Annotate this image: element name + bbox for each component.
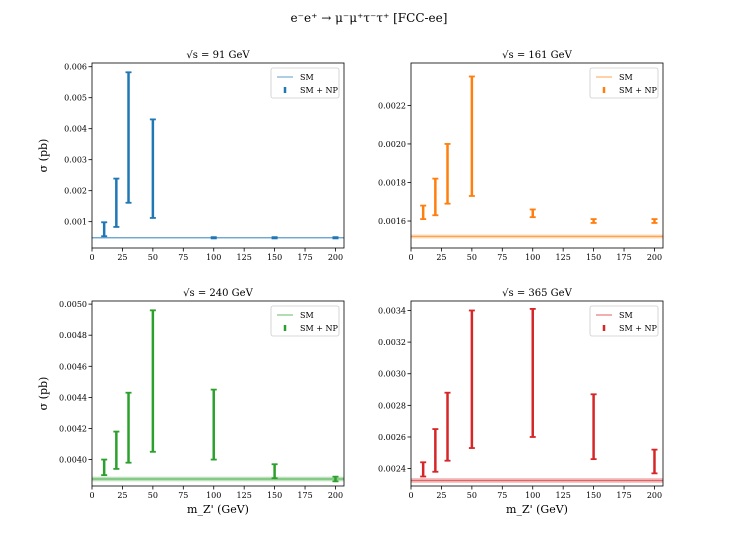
legend: SM SM + NP xyxy=(589,305,659,337)
x-tick-label: 25 xyxy=(117,253,127,262)
legend-box xyxy=(589,305,659,337)
panel-4: 0 25 50 75 100 125 150 175 200 0.0024 0.0026 0.0028… xyxy=(378,288,664,516)
y-tick-label: 0.0034 xyxy=(378,306,406,315)
y-tick-label: 0.0046 xyxy=(59,362,87,371)
x-tick-label: 125 xyxy=(237,491,252,500)
x-tick-label: 25 xyxy=(436,491,446,500)
x-tick-label: 25 xyxy=(436,253,446,262)
legend-sm-label: SM xyxy=(619,311,633,320)
legend-np-label: SM + NP xyxy=(300,86,338,95)
y-tick-label: 0.0042 xyxy=(59,424,87,433)
x-tick-label: 50 xyxy=(467,253,477,262)
legend-np-label: SM + NP xyxy=(619,324,657,333)
x-tick-label: 175 xyxy=(297,253,312,262)
y-tick-label: 0.003 xyxy=(64,156,87,165)
y-tick-label: 0.0024 xyxy=(378,465,406,474)
x-tick-label: 75 xyxy=(178,253,188,262)
y-axis-label: σ (pb) xyxy=(37,377,50,411)
x-tick-label: 50 xyxy=(467,491,477,500)
panel-3: 0 25 50 75 100 125 150 175 200 0.0040 0.0042 0.0044… xyxy=(37,288,345,516)
x-tick-label: 0 xyxy=(408,253,413,262)
legend: SM SM + NP xyxy=(270,67,340,99)
x-tick-label: 150 xyxy=(267,491,282,500)
y-tick-label: 0.002 xyxy=(64,187,87,196)
axes-frame xyxy=(91,62,345,249)
figure-title: e⁻e⁺ → μ⁻μ⁺τ⁻τ⁺ [FCC-ee] xyxy=(291,11,448,25)
x-tick-label: 150 xyxy=(586,253,601,262)
x-tick-label: 175 xyxy=(616,491,631,500)
y-tick-label: 0.0048 xyxy=(59,331,87,340)
panel-title: √s = 161 GeV xyxy=(502,50,572,61)
x-tick-label: 100 xyxy=(525,253,540,262)
x-tick-label: 200 xyxy=(647,253,662,262)
y-tick-label: 0.0032 xyxy=(378,338,406,347)
y-tick-label: 0.006 xyxy=(64,63,87,72)
legend-np-label: SM + NP xyxy=(300,324,338,333)
legend-sm-label: SM xyxy=(619,73,633,82)
x-axis-label: m_Z' (GeV) xyxy=(187,503,249,516)
panel-1: 0 25 50 75 100 125 150 175 200 0.001 0.002 0.003 0.0… xyxy=(37,50,345,262)
x-tick-label: 150 xyxy=(267,253,282,262)
legend: SM SM + NP xyxy=(270,305,340,337)
x-tick-label: 0 xyxy=(408,491,413,500)
panel-title: √s = 240 GeV xyxy=(183,288,253,299)
panel-title: √s = 365 GeV xyxy=(502,288,572,299)
y-tick-label: 0.001 xyxy=(64,218,87,227)
x-tick-label: 0 xyxy=(89,253,94,262)
legend-sm-label: SM xyxy=(300,311,314,320)
x-tick-label: 125 xyxy=(556,491,571,500)
y-tick-label: 0.0050 xyxy=(59,300,87,309)
y-tick-label: 0.004 xyxy=(64,125,87,134)
plot-area xyxy=(92,309,344,483)
y-tick-label: 0.0026 xyxy=(378,433,406,442)
y-tick-label: 0.005 xyxy=(64,94,87,103)
axes-frame xyxy=(410,300,664,487)
legend-box xyxy=(589,67,659,99)
panel-2: 0 25 50 75 100 125 150 175 200 0.0016 0.0018 0.0020… xyxy=(378,50,664,262)
x-tick-label: 200 xyxy=(328,491,343,500)
plot-area xyxy=(411,75,663,239)
legend-box xyxy=(270,305,340,337)
x-tick-label: 100 xyxy=(206,491,221,500)
x-tick-label: 25 xyxy=(117,491,127,500)
legend-box xyxy=(270,67,340,99)
y-tick-label: 0.0030 xyxy=(378,370,406,379)
x-tick-label: 200 xyxy=(647,491,662,500)
x-tick-label: 175 xyxy=(616,253,631,262)
legend: SM SM + NP xyxy=(589,67,659,99)
axes-frame xyxy=(91,300,345,487)
y-tick-label: 0.0016 xyxy=(378,217,406,226)
panel-title: √s = 91 GeV xyxy=(186,50,250,61)
x-tick-label: 0 xyxy=(89,491,94,500)
x-tick-label: 75 xyxy=(497,491,507,500)
plot-area xyxy=(92,71,344,240)
x-tick-label: 125 xyxy=(556,253,571,262)
plot-area xyxy=(411,308,663,483)
panels: 0 25 50 75 100 125 150 175 200 0.001 0.002 0.003 0.0… xyxy=(37,50,664,516)
x-tick-label: 50 xyxy=(148,491,158,500)
y-tick-label: 0.0040 xyxy=(59,456,87,465)
y-tick-label: 0.0044 xyxy=(59,393,87,402)
x-tick-label: 125 xyxy=(237,253,252,262)
y-tick-label: 0.0020 xyxy=(378,140,406,149)
x-tick-label: 100 xyxy=(206,253,221,262)
y-tick-label: 0.0022 xyxy=(378,101,406,110)
legend-sm-label: SM xyxy=(300,73,314,82)
axes-frame xyxy=(410,62,664,249)
y-tick-label: 0.0028 xyxy=(378,401,406,410)
legend-np-label: SM + NP xyxy=(619,86,657,95)
y-tick-label: 0.0018 xyxy=(378,178,406,187)
x-axis-label: m_Z' (GeV) xyxy=(506,503,568,516)
x-tick-label: 175 xyxy=(297,491,312,500)
x-tick-label: 75 xyxy=(178,491,188,500)
x-tick-label: 100 xyxy=(525,491,540,500)
y-axis-label: σ (pb) xyxy=(37,139,50,173)
x-tick-label: 75 xyxy=(497,253,507,262)
x-tick-label: 150 xyxy=(586,491,601,500)
x-tick-label: 50 xyxy=(148,253,158,262)
x-tick-label: 200 xyxy=(328,253,343,262)
